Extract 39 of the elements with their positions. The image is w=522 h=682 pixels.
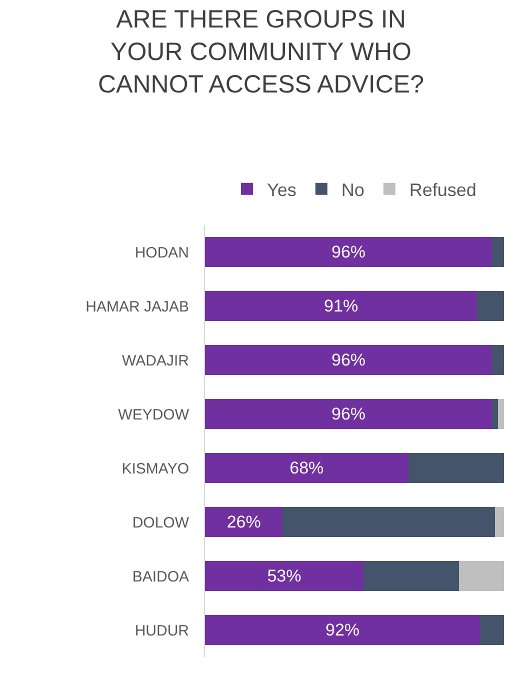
bar <box>205 399 492 429</box>
bar <box>480 615 504 645</box>
bar <box>492 237 504 267</box>
bar <box>459 561 504 591</box>
y-tick-label: WEYDOW <box>118 406 190 424</box>
data-label: 96% <box>332 404 366 424</box>
legend-label: Yes <box>267 180 296 200</box>
y-tick-label: KISMAYO <box>122 460 189 478</box>
bar <box>205 507 283 537</box>
legend-label: No <box>341 180 364 200</box>
bar <box>408 453 504 483</box>
y-tick-label: WADAJIR <box>122 352 190 370</box>
data-label: 68% <box>290 458 324 478</box>
y-tick-label: HAMAR JAJAB <box>86 298 189 316</box>
bar <box>477 291 504 321</box>
bar <box>492 399 498 429</box>
bar <box>363 561 460 591</box>
data-label: 96% <box>332 242 366 262</box>
bar <box>498 399 504 429</box>
y-tick-label: HODAN <box>134 244 189 262</box>
y-tick-label: BAIDOA <box>132 568 189 586</box>
bar <box>205 237 492 267</box>
data-label: 91% <box>324 296 358 316</box>
data-label: 92% <box>326 620 360 640</box>
chart-title: ARE THERE GROUPS IN YOUR COMMUNITY WHO CANNOT ACCESS ADVICE? <box>98 5 424 98</box>
data-label: 53% <box>267 566 302 586</box>
data-label: 26% <box>226 512 261 532</box>
bar <box>205 291 478 321</box>
y-tick-label: DOLOW <box>132 514 190 532</box>
bar <box>495 507 504 537</box>
legend-label: Refused <box>409 180 476 200</box>
data-label: 96% <box>332 350 366 370</box>
bar <box>205 615 480 645</box>
bar <box>492 345 504 375</box>
bar <box>205 561 364 591</box>
y-tick-label: HUDUR <box>134 622 190 640</box>
bar <box>205 345 492 375</box>
bar <box>205 453 408 483</box>
bar <box>282 507 496 537</box>
